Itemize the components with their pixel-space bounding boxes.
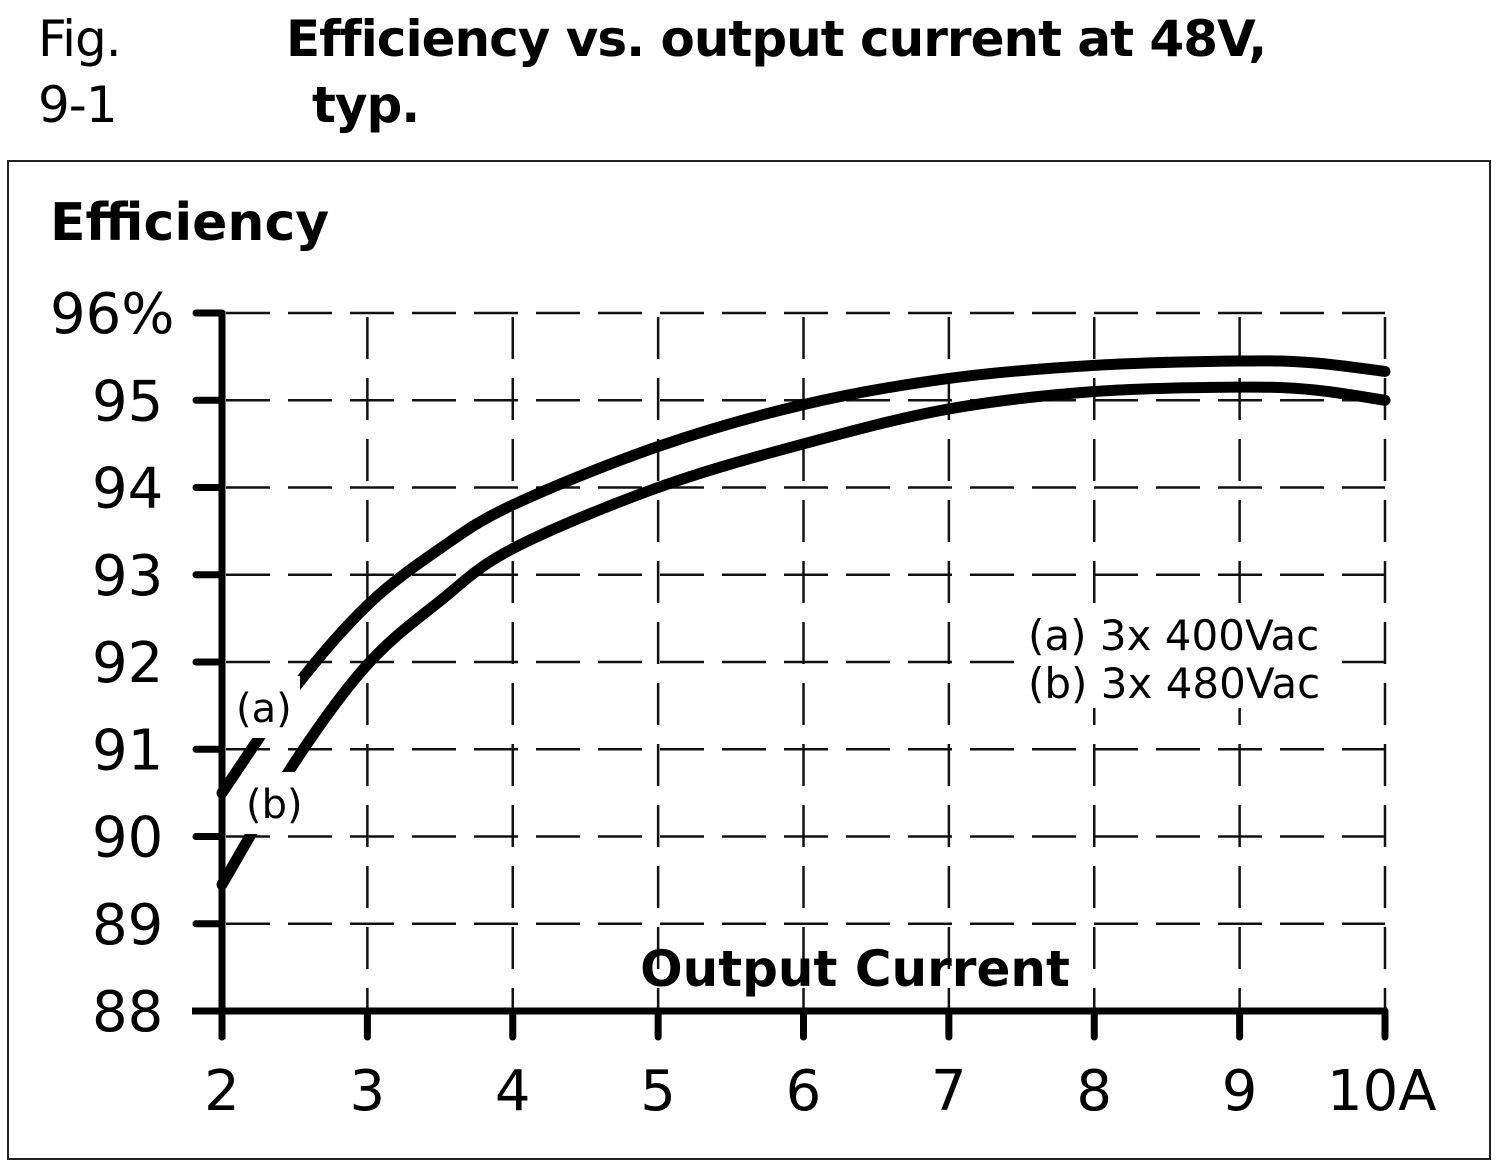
label-b-mask [242,772,312,834]
figure-title: Efficiency vs. output current at 48V, ty… [286,6,1436,138]
y-axis-title: Efficiency [50,193,329,253]
data-curves [216,355,1391,890]
chart-frame [7,160,1491,1160]
curve-label-masks [230,676,312,834]
x-axis-title: Output Current [640,940,1070,998]
y-tick-label: 91 [92,718,163,783]
y-tick-label: 93 [92,544,163,609]
curve-a-line [216,355,1391,799]
y-tick-label: 88 [92,980,163,1045]
curve-label-a: (a) [236,686,292,732]
legend-item-a: (a) 3x 400Vac [1028,611,1319,660]
x-tick-label: 2 [204,1059,240,1124]
x-tick-label: 5 [640,1059,676,1124]
figure-number: Fig. 9-1 [38,10,122,134]
y-tick-label: 90 [92,806,163,871]
y-tick-label: 96% [50,282,174,347]
y-tick-label: 95 [92,369,163,434]
legend-item-b: (b) 3x 480Vac [1028,659,1320,708]
axes [192,309,1389,1041]
figure-title-line1: Efficiency vs. output current at 48V, [286,10,1267,68]
x-tick-label: 10A [1327,1059,1437,1124]
curve-b-line [216,381,1391,890]
y-tick-label: 94 [92,457,163,522]
x-tick-label: 6 [786,1059,822,1124]
y-tick-labels: 96% 95 94 93 92 91 90 89 88 [50,282,174,1045]
legend-background [1020,608,1342,708]
x-tick-labels: 2 3 4 5 6 7 8 9 10A [204,1059,1436,1124]
x-tick-label: 8 [1076,1059,1112,1124]
curve-label-b: (b) [246,782,303,828]
y-tick-label: 92 [92,631,163,696]
x-tick-label: 9 [1222,1059,1258,1124]
label-a-mask [230,676,300,738]
figure-title-line2: typ. [312,76,420,134]
x-tick-label: 7 [931,1059,967,1124]
x-tick-label: 4 [495,1059,531,1124]
x-tick-label: 3 [350,1059,386,1124]
y-tick-label: 89 [92,893,163,958]
